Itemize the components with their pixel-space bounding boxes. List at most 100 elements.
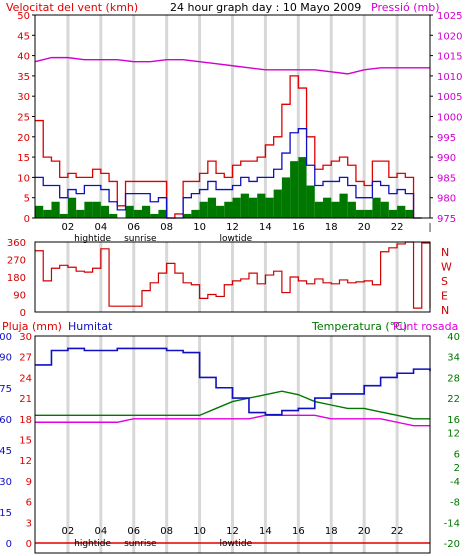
rain-tick-label: 27 bbox=[19, 353, 32, 364]
min-wind-bar bbox=[67, 197, 77, 218]
temperature-tick-label: 40 bbox=[447, 332, 460, 343]
hour-tick-end: | bbox=[428, 527, 431, 537]
tide-sun-annotation: hightide bbox=[74, 539, 111, 549]
compass-tick-label: E bbox=[441, 290, 448, 303]
hour-tick-label: 16 bbox=[292, 222, 305, 233]
rain-tick-label: 21 bbox=[19, 394, 32, 405]
wind-tick-label: 15 bbox=[17, 153, 30, 164]
temperature-tick-label: -8 bbox=[450, 498, 460, 509]
temperature-tick-label: -20 bbox=[444, 539, 460, 550]
compass-tick-label: N bbox=[441, 304, 449, 317]
wind-axis-label: Velocitat del vent (kmh) bbox=[6, 1, 138, 14]
min-wind-bar bbox=[207, 197, 217, 218]
pressure-tick-label: 990 bbox=[437, 153, 456, 164]
tide-sun-annotation: lowtide bbox=[219, 234, 252, 244]
min-wind-bar bbox=[84, 201, 93, 218]
chart-title: 24 hour graph day : 10 Mayo 2009 bbox=[170, 1, 361, 14]
pressure-tick-label: 980 bbox=[437, 194, 456, 205]
rain-tick-label: 9 bbox=[26, 477, 32, 488]
humidity-tick-label: 100 bbox=[0, 332, 12, 343]
pressure-axis-label: Pressió (mb) bbox=[371, 1, 440, 14]
wind-tick-label: 40 bbox=[17, 52, 30, 63]
dewpoint-axis-label: Punt rosada bbox=[393, 320, 458, 333]
pressure-tick-label: 1025 bbox=[437, 11, 462, 22]
wind-tick-label: 10 bbox=[17, 173, 30, 184]
hour-tick-label: 02 bbox=[62, 222, 75, 233]
temperature-tick-label: 28 bbox=[447, 373, 460, 384]
min-wind-bar bbox=[100, 205, 110, 218]
hour-tick-label: 10 bbox=[193, 526, 206, 537]
min-wind-bar bbox=[388, 209, 398, 218]
plot-frame bbox=[34, 14, 431, 219]
min-wind-bar bbox=[265, 197, 274, 218]
temperature-tick-label: 16 bbox=[447, 415, 460, 426]
min-wind-bar bbox=[248, 197, 258, 218]
humidity-temperature-panel: 0 3 6 9 12 15 18 21 24 27 30 0 15 30 45 60 75 90 100 -20 -14… bbox=[0, 332, 460, 554]
humidity-axis-label: Humitat bbox=[68, 320, 113, 333]
hour-tick-label: 12 bbox=[226, 526, 239, 537]
min-wind-bar bbox=[125, 205, 134, 218]
direction-tick-label: 90 bbox=[13, 291, 26, 302]
hour-tick-label: 08 bbox=[160, 222, 173, 233]
min-wind-bar bbox=[183, 213, 192, 218]
compass-tick-label: W bbox=[441, 261, 452, 274]
wind-tick-label: 50 bbox=[17, 11, 30, 22]
hour-tick-label: 16 bbox=[292, 526, 305, 537]
rain-tick-label: 24 bbox=[19, 373, 32, 384]
min-wind-bar bbox=[232, 197, 241, 218]
min-wind-bar bbox=[191, 209, 200, 218]
min-wind-bar bbox=[141, 205, 151, 218]
hour-tick-label: 22 bbox=[391, 222, 404, 233]
hour-tick-label: 02 bbox=[62, 526, 75, 537]
rain-tick-label: 0 bbox=[26, 539, 32, 550]
tide-sun-annotation: lowtide bbox=[219, 539, 252, 549]
pressure-tick-label: 1015 bbox=[437, 52, 462, 63]
temperature-line bbox=[35, 390, 430, 420]
direction-tick-label: 360 bbox=[7, 238, 26, 249]
min-wind-bar bbox=[199, 201, 208, 218]
rain-tick-label: 30 bbox=[19, 332, 32, 343]
plot-frame bbox=[34, 241, 431, 313]
compass-tick-label: S bbox=[441, 275, 448, 288]
pressure-tick-label: 1010 bbox=[437, 72, 462, 83]
min-wind-bar bbox=[298, 157, 307, 218]
tide-sun-annotation: sunrise bbox=[124, 234, 157, 244]
wind-tick-label: 20 bbox=[17, 133, 30, 144]
min-wind-bar bbox=[76, 209, 85, 218]
humidity-tick-label: 45 bbox=[0, 446, 12, 457]
min-wind-bar bbox=[240, 193, 249, 218]
pressure-tick-label: 995 bbox=[437, 133, 456, 144]
rain-tick-label: 18 bbox=[19, 415, 32, 426]
humidity-line bbox=[35, 347, 431, 416]
min-wind-bar bbox=[150, 213, 159, 218]
temperature-tick-label: 2 bbox=[454, 463, 460, 474]
plot-frame bbox=[34, 335, 431, 554]
hour-tick-label: 04 bbox=[94, 526, 107, 537]
min-wind-bar bbox=[158, 209, 167, 218]
hour-tick-label: 12 bbox=[226, 222, 239, 233]
min-wind-bar bbox=[59, 213, 68, 218]
wind-tick-label: 0 bbox=[24, 214, 30, 225]
min-wind-bar bbox=[51, 201, 60, 218]
min-wind-bar bbox=[273, 189, 282, 218]
wind-pressure-panel: 0510152025303540455097598098599099510001… bbox=[17, 11, 462, 244]
temperature-tick-label: 34 bbox=[447, 353, 460, 364]
gust-line bbox=[35, 75, 422, 219]
humidity-tick-label: 30 bbox=[0, 477, 12, 488]
hour-tick-label: 20 bbox=[358, 526, 371, 537]
rain-tick-label: 3 bbox=[26, 518, 32, 529]
min-wind-bar bbox=[257, 193, 266, 218]
min-wind-bar bbox=[43, 209, 52, 218]
wind-direction-line bbox=[35, 241, 431, 309]
pressure-tick-label: 1000 bbox=[437, 113, 462, 124]
wind-tick-label: 25 bbox=[17, 113, 30, 124]
min-wind-bar bbox=[331, 201, 340, 218]
hour-tick-end: | bbox=[428, 223, 431, 233]
direction-tick-label: 270 bbox=[7, 256, 26, 267]
temperature-tick-label: 12 bbox=[447, 429, 460, 440]
hour-tick-label: 08 bbox=[160, 526, 173, 537]
min-wind-bar bbox=[281, 177, 291, 218]
rain-tick-label: 12 bbox=[19, 456, 32, 467]
pressure-tick-label: 975 bbox=[437, 214, 456, 225]
